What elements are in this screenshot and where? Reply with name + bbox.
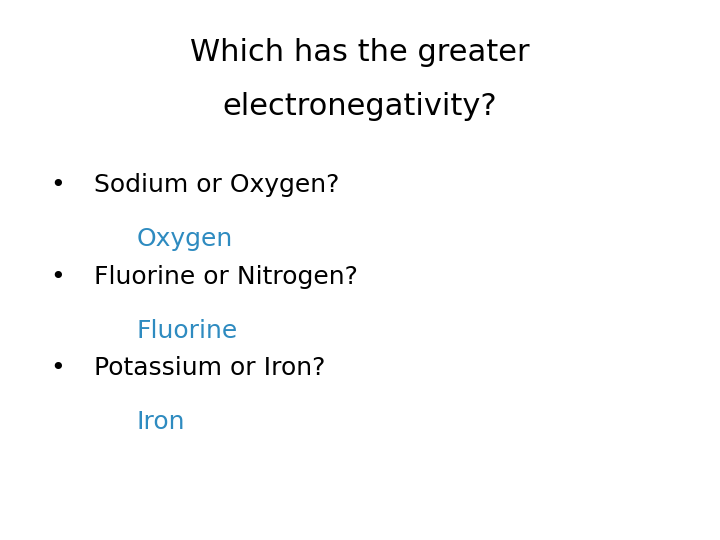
Text: Sodium or Oxygen?: Sodium or Oxygen?: [94, 173, 339, 197]
Text: Fluorine: Fluorine: [137, 319, 238, 342]
Text: Potassium or Iron?: Potassium or Iron?: [94, 356, 325, 380]
Text: Which has the greater: Which has the greater: [190, 38, 530, 67]
Text: electronegativity?: electronegativity?: [222, 92, 498, 121]
Text: •: •: [50, 265, 65, 288]
Text: •: •: [50, 173, 65, 197]
Text: Iron: Iron: [137, 410, 185, 434]
Text: Oxygen: Oxygen: [137, 227, 233, 251]
Text: Fluorine or Nitrogen?: Fluorine or Nitrogen?: [94, 265, 357, 288]
Text: •: •: [50, 356, 65, 380]
